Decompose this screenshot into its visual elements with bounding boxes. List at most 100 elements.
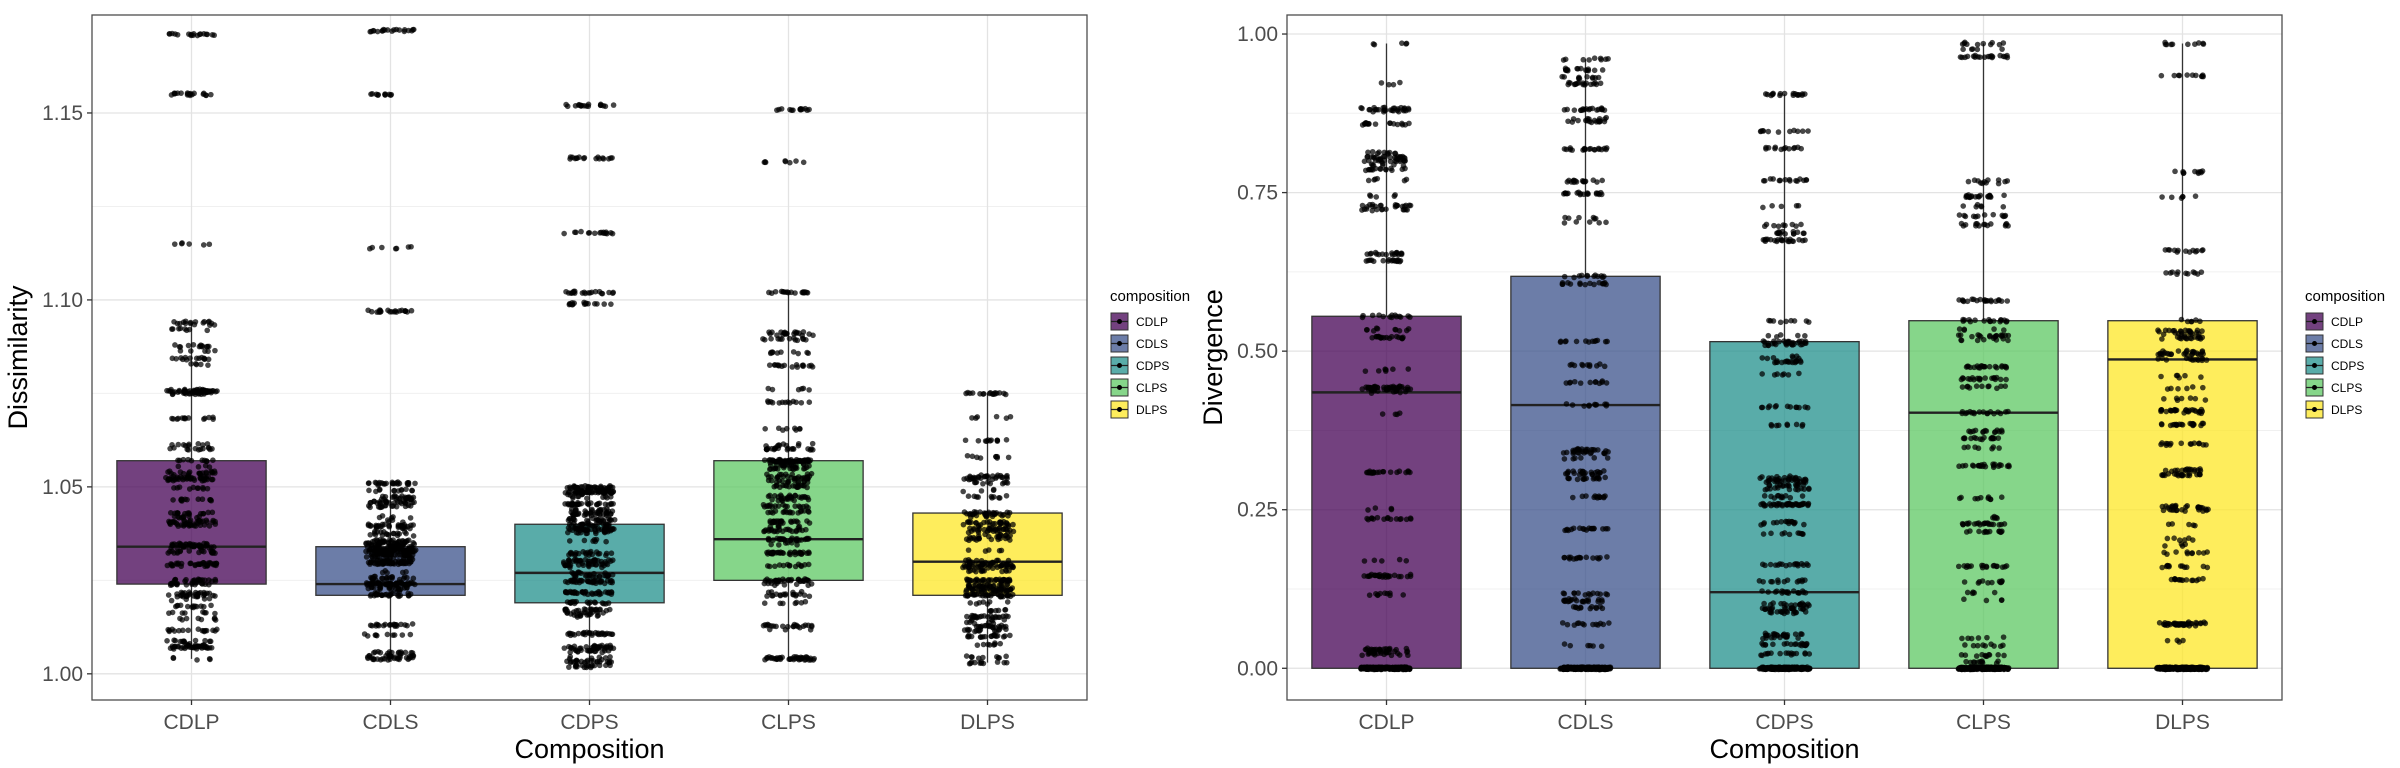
data-point — [775, 425, 782, 432]
data-point — [174, 31, 181, 38]
data-point — [771, 528, 777, 535]
data-point — [769, 399, 776, 406]
data-point — [1002, 391, 1009, 398]
data-point — [1575, 117, 1581, 124]
data-point — [372, 553, 378, 559]
data-point — [1405, 366, 1412, 372]
data-point — [382, 591, 388, 598]
data-point — [572, 647, 579, 653]
data-point — [998, 583, 1004, 589]
data-point — [999, 480, 1006, 487]
data-point — [568, 658, 574, 665]
data-point — [1004, 480, 1011, 486]
data-point — [183, 391, 189, 397]
data-point — [1583, 597, 1590, 604]
data-point — [589, 647, 595, 654]
data-point — [768, 509, 774, 515]
data-point — [1569, 147, 1575, 153]
data-point — [1782, 231, 1788, 237]
data-point — [760, 622, 767, 629]
y-tick-label: 1.05 — [42, 476, 83, 499]
data-point — [795, 440, 802, 447]
data-point — [986, 599, 993, 605]
data-point — [973, 623, 980, 630]
data-point — [1607, 665, 1613, 672]
data-point — [188, 361, 194, 367]
data-point — [992, 390, 998, 396]
data-point — [1560, 590, 1567, 596]
data-point — [793, 158, 799, 164]
data-point — [1372, 505, 1379, 511]
data-point — [965, 547, 972, 553]
data-point — [204, 327, 211, 334]
data-point — [1388, 505, 1395, 512]
data-point — [769, 496, 775, 503]
data-point — [410, 575, 417, 582]
data-point — [186, 522, 193, 528]
data-point — [972, 475, 979, 481]
data-point — [409, 487, 416, 494]
data-point — [585, 663, 592, 669]
data-point — [1589, 75, 1596, 81]
data-point — [781, 458, 788, 465]
data-point — [569, 493, 576, 500]
data-point — [989, 476, 996, 483]
data-point — [177, 638, 184, 645]
data-point — [605, 647, 612, 654]
data-point — [212, 347, 218, 354]
data-point — [1003, 659, 1010, 666]
data-point — [394, 580, 400, 587]
data-point — [593, 549, 600, 555]
data-point — [199, 457, 206, 464]
data-point — [965, 493, 972, 499]
data-point — [785, 576, 792, 583]
data-point — [376, 487, 383, 493]
data-point — [804, 494, 811, 501]
data-point — [1392, 326, 1399, 333]
data-point — [571, 520, 577, 526]
data-point — [579, 578, 585, 584]
data-point — [212, 521, 219, 527]
data-point — [572, 578, 579, 584]
data-point — [164, 638, 170, 644]
data-point — [777, 456, 783, 463]
data-point — [1598, 643, 1605, 650]
data-point — [194, 657, 200, 663]
data-point — [178, 355, 184, 361]
data-point — [968, 617, 975, 624]
data-point — [1799, 530, 1805, 537]
data-point — [169, 389, 176, 395]
legend-key-point — [1117, 319, 1122, 324]
data-point — [368, 308, 375, 315]
data-point — [379, 244, 385, 251]
data-point — [765, 578, 772, 584]
data-point — [966, 519, 973, 526]
data-point — [178, 240, 185, 247]
data-point — [602, 230, 609, 237]
data-point — [402, 581, 409, 588]
legend-label-cdps: CDPS — [1136, 359, 1169, 373]
data-point — [1571, 470, 1578, 477]
data-point — [562, 562, 568, 569]
data-point — [188, 457, 195, 464]
data-point — [783, 425, 790, 432]
data-point — [1582, 82, 1588, 88]
data-point — [564, 529, 571, 536]
data-point — [578, 228, 584, 235]
data-point — [1595, 118, 1602, 124]
data-point — [174, 544, 180, 551]
data-point — [189, 543, 196, 549]
data-point — [607, 579, 614, 586]
data-point — [373, 592, 379, 598]
jitter-points-clps — [760, 105, 817, 663]
data-point — [800, 363, 806, 370]
data-point — [206, 523, 213, 529]
data-point — [192, 562, 199, 568]
data-point — [775, 577, 782, 583]
data-point — [567, 564, 573, 571]
data-point — [387, 621, 394, 628]
data-point — [780, 331, 786, 338]
data-point — [1576, 665, 1583, 672]
data-point — [187, 319, 194, 326]
data-point — [1587, 379, 1594, 386]
